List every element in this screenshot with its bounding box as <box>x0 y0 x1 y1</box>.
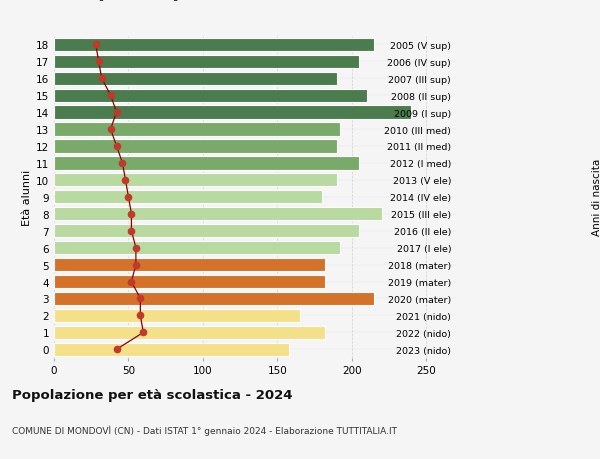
Bar <box>54 241 340 255</box>
Bar <box>54 56 359 69</box>
Bar <box>54 224 359 238</box>
Bar <box>54 106 412 119</box>
Bar <box>54 343 289 356</box>
Bar <box>54 73 337 85</box>
Bar <box>54 326 325 339</box>
Bar <box>54 140 337 153</box>
Bar <box>54 39 374 52</box>
Bar <box>54 174 337 187</box>
Bar <box>54 157 359 170</box>
Bar <box>54 123 340 136</box>
Bar <box>54 292 374 305</box>
Bar <box>54 275 325 289</box>
Bar <box>54 309 299 322</box>
Bar <box>54 191 322 204</box>
Bar <box>54 207 382 221</box>
Text: Popolazione per età scolastica - 2024: Popolazione per età scolastica - 2024 <box>12 388 293 401</box>
Text: COMUNE DI MONDOVÌ (CN) - Dati ISTAT 1° gennaio 2024 - Elaborazione TUTTITALIA.IT: COMUNE DI MONDOVÌ (CN) - Dati ISTAT 1° g… <box>12 425 397 435</box>
Y-axis label: Età alunni: Età alunni <box>22 169 32 225</box>
Bar <box>54 90 367 102</box>
Bar <box>54 258 325 272</box>
Text: Anni di nascita: Anni di nascita <box>592 159 600 236</box>
